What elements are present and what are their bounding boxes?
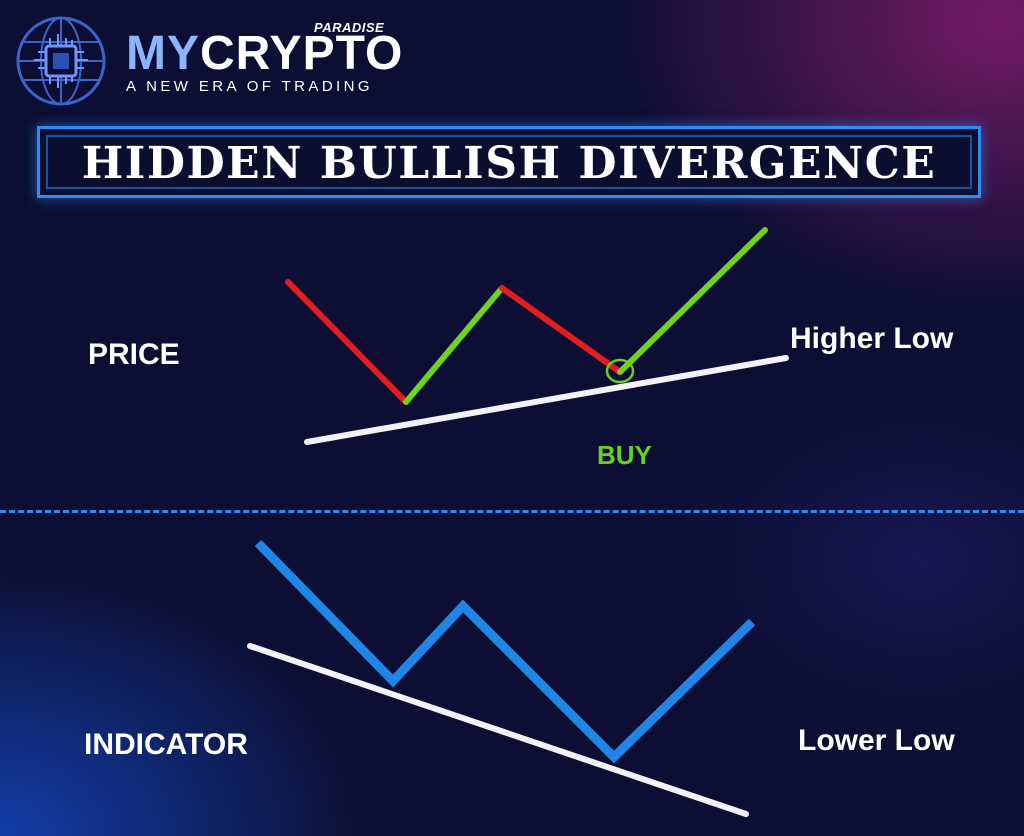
higher-low-label: Higher Low xyxy=(790,322,954,355)
brand-tagline: A NEW ERA OF TRADING xyxy=(126,78,373,95)
indicator-support-trendline xyxy=(247,643,749,817)
price-down-segment-2 xyxy=(499,285,623,375)
brand-name-crypto: CRYPTO xyxy=(200,27,404,80)
globe-chip-icon xyxy=(16,16,106,106)
price-up-segment-1 xyxy=(403,285,505,405)
buy-signal-marker xyxy=(605,358,635,384)
brand-logo: PARADISE MYCRYPTO A NEW ERA OF TRADING xyxy=(14,14,402,108)
page-title: HIDDEN BULLISH DIVERGENCE xyxy=(81,138,937,189)
brand-name: MYCRYPTO xyxy=(126,28,403,80)
price-down-segment-1 xyxy=(285,279,409,405)
price-support-trendline xyxy=(304,355,789,445)
price-label: PRICE xyxy=(88,338,180,371)
price-up-segment-2 xyxy=(617,227,768,375)
lower-low-label: Lower Low xyxy=(798,724,955,757)
indicator-line xyxy=(254,539,756,764)
section-divider xyxy=(0,510,1024,513)
title-banner: HIDDEN BULLISH DIVERGENCE xyxy=(37,126,981,198)
brand-tag: PARADISE xyxy=(314,20,385,35)
brand-name-my: MY xyxy=(126,27,200,80)
indicator-label: INDICATOR xyxy=(84,728,248,761)
buy-label: BUY xyxy=(597,440,652,470)
